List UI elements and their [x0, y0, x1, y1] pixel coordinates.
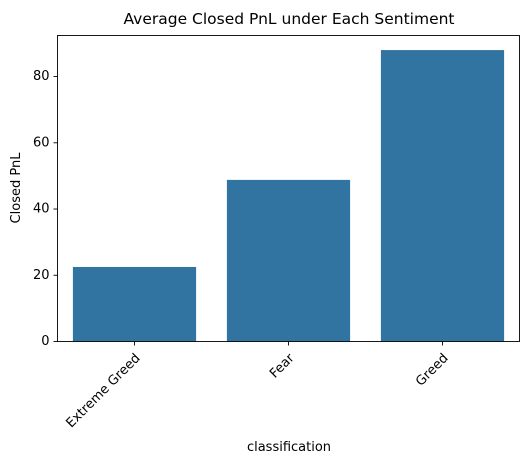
chart-title: Average Closed PnL under Each Sentiment [123, 10, 454, 28]
plot-frame [57, 35, 520, 342]
x-tick-label: Greed [413, 351, 451, 389]
x-axis: Extreme Greed Fear Greed [63, 341, 452, 431]
x-tick-label: Extreme Greed [63, 351, 143, 431]
bar-greed [380, 50, 505, 342]
y-tick-label: 0 [41, 334, 49, 349]
y-tick-label: 80 [33, 69, 50, 84]
y-tick-label: 20 [33, 268, 50, 283]
bar-extreme-greed [72, 266, 197, 342]
bar-fear [226, 179, 351, 342]
x-tick-label: Fear [267, 350, 298, 381]
y-axis-label: Closed PnL [9, 152, 24, 224]
bars-layer [72, 50, 505, 342]
x-axis-label: classification [247, 440, 331, 455]
y-tick-label: 40 [33, 202, 50, 217]
y-axis: 0 20 40 60 80 [33, 69, 58, 349]
y-tick-label: 60 [33, 135, 50, 150]
